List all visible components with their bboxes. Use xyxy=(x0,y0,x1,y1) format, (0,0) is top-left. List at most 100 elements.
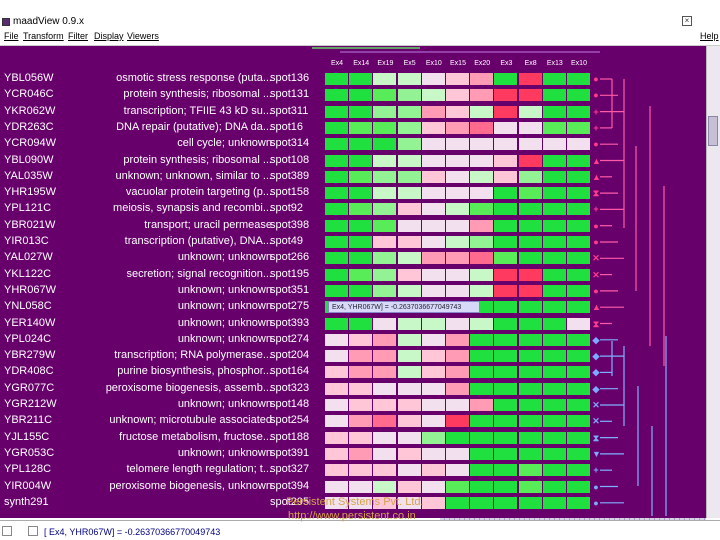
heatmap-cell[interactable] xyxy=(542,366,566,379)
heatmap-cell[interactable] xyxy=(421,366,445,379)
heatmap-cell[interactable] xyxy=(446,105,469,118)
heatmap-cell[interactable] xyxy=(518,105,542,118)
heatmap-cell[interactable] xyxy=(542,236,566,248)
heatmap-cell[interactable] xyxy=(349,496,373,509)
heatmap-cell[interactable] xyxy=(567,187,590,200)
heatmap-cell[interactable] xyxy=(542,252,566,265)
heatmap-cell[interactable] xyxy=(567,382,590,395)
heatmap-cell[interactable] xyxy=(542,350,566,363)
heatmap-cell[interactable] xyxy=(325,284,348,297)
heatmap-cell[interactable] xyxy=(470,431,494,444)
heatmap-cell[interactable] xyxy=(446,219,469,232)
heatmap-cell[interactable] xyxy=(373,154,397,167)
heatmap-cell[interactable] xyxy=(494,203,518,216)
close-icon[interactable]: × xyxy=(682,16,692,26)
heatmap-cell[interactable] xyxy=(349,399,373,411)
heatmap-cell[interactable] xyxy=(518,252,542,265)
heatmap-cell[interactable] xyxy=(397,138,421,151)
heatmap-cell[interactable] xyxy=(373,236,397,248)
heatmap-cell[interactable] xyxy=(494,301,518,314)
heatmap-cell[interactable] xyxy=(397,252,421,265)
heatmap-cell[interactable] xyxy=(349,480,373,493)
heatmap-cell[interactable] xyxy=(373,366,397,379)
heatmap-cell[interactable] xyxy=(470,187,494,200)
gene-id[interactable]: YNL058C xyxy=(4,300,52,313)
heatmap-cell[interactable] xyxy=(325,366,348,379)
heatmap-cell[interactable] xyxy=(446,464,469,477)
heatmap-cell[interactable] xyxy=(494,496,518,509)
heatmap-cell[interactable] xyxy=(325,350,348,363)
menu-transform[interactable]: Transform xyxy=(23,31,64,41)
heatmap-cell[interactable] xyxy=(349,268,373,281)
heatmap-cell[interactable] xyxy=(518,431,542,444)
heatmap-cell[interactable] xyxy=(373,382,397,395)
heatmap-cell[interactable] xyxy=(542,138,566,151)
heatmap-cell[interactable] xyxy=(349,105,373,118)
heatmap-cell[interactable] xyxy=(373,121,397,134)
gene-id[interactable]: YKR062W xyxy=(4,104,56,117)
heatmap-cell[interactable] xyxy=(373,496,397,509)
heatmap-cell[interactable] xyxy=(421,399,445,411)
heatmap-cell[interactable] xyxy=(421,203,445,216)
gene-id[interactable]: YCR094W xyxy=(4,137,56,150)
menu-viewers[interactable]: Viewers xyxy=(127,31,159,41)
gene-id[interactable]: YPL024C xyxy=(4,332,52,345)
heatmap-cell[interactable] xyxy=(325,236,348,248)
heatmap-cell[interactable] xyxy=(373,105,397,118)
heatmap-cell[interactable] xyxy=(518,447,542,460)
heatmap-cell[interactable] xyxy=(373,73,397,85)
heatmap-cell[interactable] xyxy=(518,154,542,167)
heatmap-cell[interactable] xyxy=(518,382,542,395)
heatmap-cell[interactable] xyxy=(421,187,445,200)
heatmap-cell[interactable] xyxy=(494,187,518,200)
vertical-scrollbar[interactable] xyxy=(706,46,720,518)
heatmap-cell[interactable] xyxy=(518,415,542,428)
heatmap-cell[interactable] xyxy=(518,301,542,314)
heatmap-cell[interactable] xyxy=(325,121,348,134)
heatmap-cell[interactable] xyxy=(470,236,494,248)
gene-id[interactable]: YGR077C xyxy=(4,381,55,394)
heatmap-cell[interactable] xyxy=(397,447,421,460)
heatmap-cell[interactable] xyxy=(446,268,469,281)
heatmap-cell[interactable] xyxy=(470,138,494,151)
heatmap-cell[interactable] xyxy=(446,121,469,134)
heatmap-cell[interactable] xyxy=(494,317,518,330)
heatmap-cell[interactable] xyxy=(421,154,445,167)
heatmap-cell[interactable] xyxy=(397,236,421,248)
menu-display[interactable]: Display xyxy=(94,31,124,41)
heatmap-cell[interactable] xyxy=(567,317,590,330)
heatmap-cell[interactable] xyxy=(349,154,373,167)
experiment-header[interactable]: Ex15 xyxy=(450,60,466,67)
heatmap-cell[interactable] xyxy=(373,89,397,102)
gene-id[interactable]: YBL090W xyxy=(4,153,54,166)
heatmap-cell[interactable] xyxy=(373,350,397,363)
heatmap-cell[interactable] xyxy=(494,73,518,85)
heatmap-cell[interactable] xyxy=(325,138,348,151)
heatmap-cell[interactable] xyxy=(421,236,445,248)
heatmap-cell[interactable] xyxy=(446,496,469,509)
heatmap-cell[interactable] xyxy=(542,301,566,314)
heatmap-cell[interactable] xyxy=(518,268,542,281)
heatmap-cell[interactable] xyxy=(494,170,518,183)
heatmap-cell[interactable] xyxy=(494,431,518,444)
heatmap-cell[interactable] xyxy=(470,350,494,363)
heatmap-cell[interactable] xyxy=(373,187,397,200)
heatmap-cell[interactable] xyxy=(518,496,542,509)
heatmap-cell[interactable] xyxy=(470,252,494,265)
heatmap-cell[interactable] xyxy=(542,431,566,444)
experiment-header[interactable]: Ex14 xyxy=(353,60,370,67)
gene-id[interactable]: YAL027W xyxy=(4,251,53,264)
gene-id[interactable]: YJL155C xyxy=(4,430,50,443)
heatmap-cell[interactable] xyxy=(567,464,590,477)
status-checkbox[interactable] xyxy=(28,526,38,536)
heatmap-cell[interactable] xyxy=(349,170,373,183)
heatmap-cell[interactable] xyxy=(542,170,566,183)
heatmap-cell[interactable] xyxy=(494,415,518,428)
heatmap-cell[interactable] xyxy=(518,464,542,477)
heatmap-cell[interactable] xyxy=(494,105,518,118)
heatmap-cell[interactable] xyxy=(397,366,421,379)
heatmap-cell[interactable] xyxy=(421,350,445,363)
heatmap-cell[interactable] xyxy=(518,236,542,248)
heatmap-cell[interactable] xyxy=(494,236,518,248)
heatmap-cell[interactable] xyxy=(397,464,421,477)
